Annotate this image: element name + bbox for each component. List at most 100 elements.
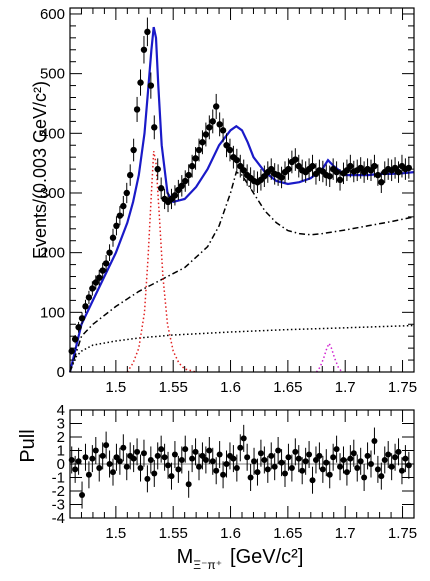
data-point [285, 165, 292, 173]
pull-point [220, 471, 227, 478]
pull-point [254, 469, 261, 476]
data-point [336, 176, 344, 184]
data-point [233, 156, 241, 164]
pull-point [392, 454, 399, 461]
pull-point [151, 470, 158, 477]
x-tick-label: 1.65 [273, 379, 302, 396]
data-point [140, 46, 148, 53]
pull-point [192, 448, 199, 455]
pull-point [116, 458, 123, 465]
pull-point [312, 456, 319, 463]
data-point [226, 146, 234, 154]
pull-point [158, 446, 165, 453]
x-tick-label: 1.75 [388, 525, 417, 542]
pull-point [282, 470, 288, 477]
pull-point [395, 448, 402, 455]
data-point [99, 267, 106, 274]
pull-point [264, 466, 271, 473]
data-point [213, 103, 220, 110]
pull-point [268, 452, 275, 459]
y-tick-label: 400 [40, 125, 65, 142]
pull-point [137, 465, 144, 472]
data-point [92, 279, 100, 286]
pull-point [257, 450, 264, 457]
pull-point [347, 455, 354, 462]
x-tick-label: 1.6 [220, 379, 241, 396]
data-point [151, 124, 158, 131]
pull-point [319, 466, 326, 473]
data-point [154, 165, 161, 173]
data-point [130, 146, 137, 154]
data-point [185, 171, 192, 179]
x-axis-subscript: Ξ⁻π⁺ [193, 558, 222, 572]
fit-curve-total-fit [68, 26, 415, 373]
data-point [223, 142, 230, 149]
pull-point [79, 492, 86, 499]
data-point [102, 260, 110, 267]
data-point [116, 212, 124, 219]
y-tick-label: 0 [57, 364, 65, 381]
pull-point [405, 462, 412, 469]
data-point [216, 121, 223, 128]
data-point [127, 171, 134, 179]
data-point [240, 167, 247, 174]
y-tick-label: -3 [52, 497, 65, 514]
pull-point [185, 481, 192, 488]
pull-point [196, 463, 202, 470]
pull-point [388, 463, 395, 470]
pull-point [182, 446, 189, 453]
pull-point [371, 438, 378, 445]
pull-point [85, 471, 92, 478]
y-tick-label: 300 [40, 185, 65, 202]
pull-point [340, 456, 347, 463]
main-axes: 1.5 1.55 1.6 1.65 1.7 1.75 0 100 200 300 400 500 600 [40, 6, 417, 396]
y-tick-label: 500 [40, 66, 65, 83]
data-point [333, 168, 340, 176]
pull-point [171, 451, 178, 458]
pull-point [82, 454, 89, 461]
data-point [96, 274, 103, 281]
y-tick-label: -4 [52, 510, 65, 527]
data-point [109, 234, 117, 241]
pull-point [147, 456, 154, 463]
fit-curve-resonance-peak [315, 341, 343, 373]
data-point [78, 315, 86, 322]
main-data-points [68, 17, 413, 355]
pull-point [216, 451, 223, 458]
pull-point [385, 451, 392, 458]
pull-point [306, 451, 313, 458]
data-point [347, 162, 354, 170]
pull-point [154, 452, 161, 459]
x-tick-label: 1.55 [159, 525, 188, 542]
pull-point [361, 474, 368, 481]
x-tick-label: 1.65 [273, 525, 302, 542]
pull-point [223, 461, 230, 467]
pull-point [233, 465, 240, 472]
pull-y-axis-title: Pull [17, 429, 39, 462]
x-tick-label: 1.6 [220, 525, 241, 542]
pull-point [202, 456, 209, 463]
pull-point [75, 458, 82, 465]
x-tick-label: 1.7 [335, 379, 356, 396]
pull-x-axis-title: MΞ⁻π⁺ [GeV/c²] [177, 546, 304, 572]
pull-point [343, 469, 350, 476]
pull-point [120, 444, 127, 451]
x-tick-label: 1.75 [388, 379, 417, 396]
data-point [171, 192, 179, 199]
y-tick-label: 1 [57, 443, 65, 460]
x-tick-label: 1.55 [159, 379, 188, 396]
pull-point [350, 450, 357, 457]
pull-point [123, 463, 130, 470]
pull-point [381, 456, 388, 463]
y-tick-label: -1 [52, 470, 65, 487]
pull-point [374, 466, 381, 473]
pull-data-points [68, 424, 412, 509]
data-point [137, 79, 144, 86]
data-point [188, 162, 196, 170]
pull-point [333, 446, 340, 453]
pull-point [161, 454, 168, 461]
data-point [123, 189, 130, 197]
data-point [292, 156, 299, 163]
fit-curve-signal-peak [126, 151, 197, 373]
y-tick-label: 4 [57, 402, 65, 419]
